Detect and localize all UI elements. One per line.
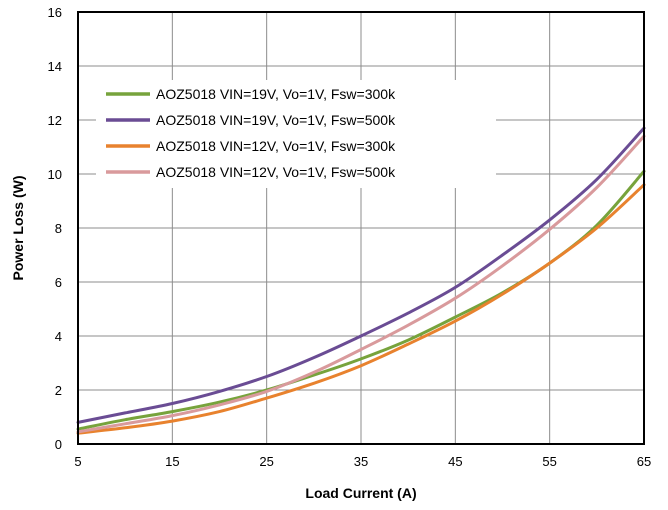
y-tick-label: 14 [48,59,62,74]
x-tick-label: 35 [354,454,368,469]
series-lines [76,126,646,435]
legend-entry: AOZ5018 VIN=12V, Vo=1V, Fsw=300k [156,138,396,154]
series-line-2 [76,126,646,424]
x-tick-labels: 5 15 25 35 45 55 65 [74,454,651,469]
plot-area-frame [77,11,645,445]
legend-entry: AOZ5018 VIN=12V, Vo=1V, Fsw=500k [156,164,396,180]
x-tick-label: 5 [74,454,81,469]
y-tick-label: 12 [48,113,62,128]
x-tick-label: 55 [542,454,556,469]
y-axis-title: Power Loss (W) [10,175,26,280]
x-tick-label: 15 [165,454,179,469]
y-tick-label: 16 [48,5,62,20]
y-tick-label: 10 [48,167,62,182]
x-tick-label: 65 [637,454,651,469]
series-line-4 [76,134,646,434]
grid-lines [78,12,644,444]
y-tick-labels: 0 2 4 6 8 10 12 14 16 [48,5,62,452]
series-line-3 [76,183,646,435]
y-tick-label: 6 [55,275,62,290]
y-tick-label: 4 [55,329,62,344]
x-tick-label: 25 [259,454,273,469]
legend-entry: AOZ5018 VIN=19V, Vo=1V, Fsw=500k [156,112,396,128]
x-tick-label: 45 [448,454,462,469]
legend-background [96,80,496,188]
legend-entry: AOZ5018 VIN=19V, Vo=1V, Fsw=300k [156,86,396,102]
legend: AOZ5018 VIN=19V, Vo=1V, Fsw=300k AOZ5018 … [96,80,496,188]
y-tick-label: 8 [55,221,62,236]
x-axis-title: Load Current (A) [305,485,416,501]
y-tick-label: 0 [55,437,62,452]
y-tick-label: 2 [55,383,62,398]
